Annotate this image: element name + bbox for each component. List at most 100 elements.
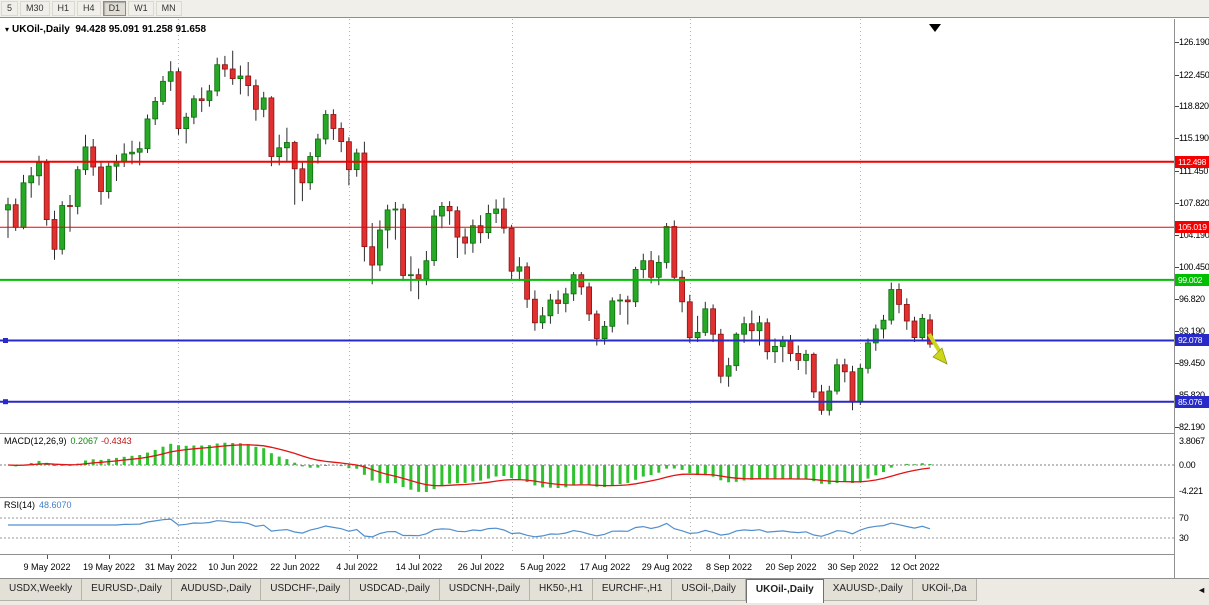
time-axis[interactable]: 9 May 2022 19 May 2022 31 May 2022 10 Jun 2… — [0, 555, 1174, 578]
time-axis-tick — [47, 555, 48, 559]
price-axis-label: 107.820 — [1179, 198, 1209, 208]
timeframe-button-h1[interactable]: H1 — [51, 1, 76, 16]
price-axis-tick — [1175, 42, 1179, 43]
price-tag: 112.498 — [1175, 156, 1209, 168]
price-axis[interactable]: 126.190 122.450 118.820 115.190 111.450 107.8… — [1174, 19, 1209, 578]
time-axis-label: 22 Jun 2022 — [270, 562, 320, 572]
price-axis-label: 96.820 — [1179, 294, 1205, 304]
time-axis-label: 31 May 2022 — [144, 562, 198, 572]
time-axis-label: 29 Aug 2022 — [641, 562, 693, 572]
chart-tab-bar: USDX,Weekly EURUSD-,Daily AUDUSD-,Daily USD… — [0, 578, 1209, 605]
time-axis-tick — [915, 555, 916, 559]
chart-tab-hk50-h1[interactable]: HK50-,H1 — [529, 579, 593, 601]
price-axis-label: 89.450 — [1179, 358, 1205, 368]
chart-menu-arrow-icon[interactable]: ▾ — [5, 25, 10, 34]
rsi-line — [8, 518, 931, 538]
line-handle[interactable] — [3, 338, 8, 343]
time-axis-label: 30 Sep 2022 — [827, 562, 879, 572]
time-axis-label: 17 Aug 2022 — [579, 562, 631, 572]
time-axis-label: 26 Jul 2022 — [457, 562, 505, 572]
time-axis-tick — [233, 555, 234, 559]
chart-tab-usdx-weekly[interactable]: USDX,Weekly — [0, 579, 83, 601]
chart-tab-usdchf-daily[interactable]: USDCHF-,Daily — [261, 579, 351, 601]
chart-shift-marker-icon[interactable] — [929, 24, 941, 32]
chart-tab-usoil-daily[interactable]: USOil-,Daily — [672, 579, 746, 601]
timeframe-button-m30[interactable]: M30 — [20, 1, 50, 16]
time-axis-label: 8 Sep 2022 — [705, 562, 753, 572]
price-axis-tick — [1175, 363, 1179, 364]
panel-separator[interactable] — [0, 497, 1209, 498]
price-tag: 85.076 — [1175, 396, 1209, 408]
time-axis-tick — [729, 555, 730, 559]
time-axis-tick — [357, 555, 358, 559]
chart-ohlc-values: 94.428 95.091 91.258 91.658 — [75, 24, 207, 35]
timeframe-button-h4[interactable]: H4 — [77, 1, 101, 16]
price-axis-tick — [1175, 106, 1179, 107]
price-axis-tick — [1175, 138, 1179, 139]
time-axis-tick — [171, 555, 172, 559]
indicator-axis-label: -4.221 — [1179, 486, 1203, 496]
rsi-indicator-plot[interactable] — [0, 498, 1174, 554]
timeframe-button-w1[interactable]: W1 — [128, 1, 154, 16]
price-axis-label: 118.820 — [1179, 101, 1209, 111]
sell-arrow-icon[interactable] — [927, 332, 948, 365]
time-axis-label: 9 May 2022 — [23, 562, 71, 572]
panel-separator[interactable] — [0, 433, 1209, 434]
price-axis-label: 111.450 — [1179, 166, 1209, 176]
price-axis-label: 85.820 — [1179, 390, 1205, 400]
chart-tab-ukoil-da[interactable]: UKOil-,Da — [912, 579, 977, 601]
indicator-axis-label: 0.00 — [1179, 460, 1196, 470]
macd-signal-value: -0.4343 — [101, 436, 132, 446]
price-axis-label: 100.450 — [1179, 262, 1209, 272]
chart-tab-audusd-daily[interactable]: AUDUSD-,Daily — [171, 579, 262, 601]
chart-tab-usdcnh-daily[interactable]: USDCNH-,Daily — [439, 579, 530, 601]
macd-name: MACD(12,26,9) — [4, 436, 67, 446]
time-axis-tick — [853, 555, 854, 559]
chart-tab-eurchf-h1[interactable]: EURCHF-,H1 — [592, 579, 673, 601]
time-axis-tick — [419, 555, 420, 559]
chart-title: ▾ UKOil-,Daily 94.428 95.091 91.258 91.65… — [5, 24, 206, 35]
macd-signal-line — [7, 444, 931, 487]
time-axis-label: 5 Aug 2022 — [520, 562, 566, 572]
macd-indicator-plot[interactable] — [0, 434, 1174, 497]
chart-tab-ukoil-daily[interactable]: UKOil-,Daily — [745, 579, 824, 603]
main-chart-plot[interactable] — [0, 19, 1174, 433]
price-axis-tick — [1175, 395, 1179, 396]
indicator-axis-label: 30 — [1179, 533, 1189, 543]
price-axis-tick — [1175, 299, 1179, 300]
price-tag: 99.002 — [1175, 274, 1209, 286]
tab-scroll-left-icon[interactable]: ◄ — [1197, 585, 1206, 595]
timeframe-toolbar: 5 M30 H1 H4 D1 W1 MN — [0, 0, 1209, 18]
panel-separator[interactable] — [0, 554, 1209, 555]
price-axis-label: 115.190 — [1179, 133, 1209, 143]
indicator-axis-label: 3.8067 — [1179, 436, 1205, 446]
indicator-axis-label: 70 — [1179, 513, 1189, 523]
line-handle[interactable] — [3, 399, 8, 405]
rsi-value: 48.6070 — [39, 500, 72, 510]
chart-tab-xauusd-daily[interactable]: XAUUSD-,Daily — [823, 579, 913, 601]
chart-tab-eurusd-daily[interactable]: EURUSD-,Daily — [82, 579, 172, 601]
price-axis-tick — [1175, 331, 1179, 332]
price-axis-label: 122.450 — [1179, 70, 1209, 80]
timeframe-button-d1[interactable]: D1 — [102, 1, 127, 16]
time-axis-tick — [295, 555, 296, 559]
period-separators — [178, 19, 861, 433]
price-tag: 92.078 — [1175, 334, 1209, 346]
timeframe-button-mn[interactable]: MN — [155, 1, 182, 16]
price-axis-tick — [1175, 75, 1179, 76]
price-axis-tick — [1175, 267, 1179, 268]
price-axis-label: 82.190 — [1179, 422, 1205, 432]
chart-symbol-label: UKOil-,Daily — [12, 24, 70, 35]
price-axis-tick — [1175, 203, 1179, 204]
time-axis-tick — [667, 555, 668, 559]
rsi-indicator-label: RSI(14) 48.6070 — [4, 500, 72, 510]
time-axis-label: 12 Oct 2022 — [890, 562, 940, 572]
price-axis-label: 126.190 — [1179, 37, 1209, 47]
time-axis-tick — [605, 555, 606, 559]
timeframe-button-5[interactable]: 5 — [1, 1, 19, 16]
chart-tab-usdcad-daily[interactable]: USDCAD-,Daily — [350, 579, 440, 601]
price-axis-tick — [1175, 235, 1179, 236]
time-axis-label: 19 May 2022 — [82, 562, 136, 572]
rsi-name: RSI(14) — [4, 500, 36, 510]
